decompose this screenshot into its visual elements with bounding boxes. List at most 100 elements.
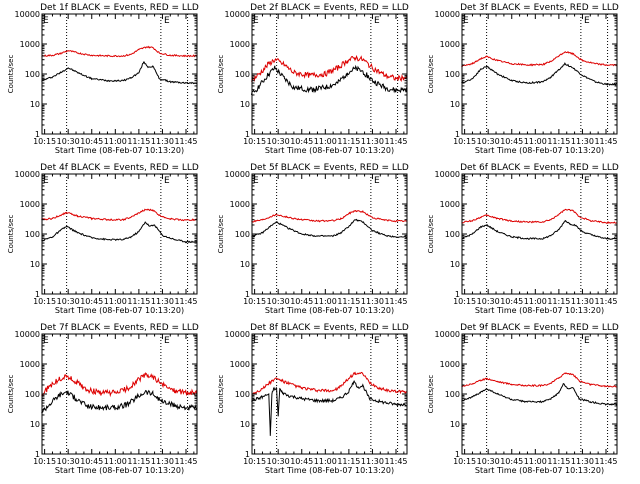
y-axis-label: Counts/sec (217, 375, 225, 414)
y-tick-label: 1000 (230, 200, 250, 209)
x-tick-label: 10:30 (57, 137, 80, 146)
x-tick-label: 10:15 (243, 137, 266, 146)
x-tick-label: 10:30 (57, 297, 80, 306)
x-axis-label: Start Time (08-Feb-07 10:13:20) (475, 306, 604, 315)
x-tick-label: 11:45 (594, 137, 617, 146)
x-tick-label: 11:15 (127, 137, 150, 146)
x-axis-label: Start Time (08-Feb-07 10:13:20) (265, 466, 394, 475)
detector-panel: Det 8f BLACK = Events, RED = LLD E E 1 10 100… (217, 323, 409, 475)
panel-title: Det 6f BLACK = Events, RED = LLD (460, 163, 619, 173)
y-tick-label: 1 (35, 290, 40, 299)
panel-title: Det 9f BLACK = Events, RED = LLD (460, 323, 619, 333)
x-tick-label: 11:30 (361, 137, 384, 146)
x-tick-label: 11:00 (314, 137, 337, 146)
x-tick-label: 11:00 (314, 297, 337, 306)
panel-title: Det 1f BLACK = Events, RED = LLD (40, 3, 199, 13)
y-axis-label: Counts/sec (217, 215, 225, 254)
x-tick-label: 10:15 (243, 297, 266, 306)
x-tick-label: 11:30 (151, 137, 174, 146)
y-tick-label: 1 (455, 290, 460, 299)
x-tick-label: 11:45 (384, 457, 407, 466)
marker-label: E (43, 176, 49, 186)
y-axis-label: Counts/sec (427, 215, 435, 254)
events-series-line (461, 382, 618, 406)
y-tick-label: 10000 (435, 330, 460, 339)
marker-label: E (253, 16, 259, 26)
y-tick-label: 100 (235, 230, 250, 239)
y-tick-label: 10 (450, 260, 460, 269)
x-tick-label: 10:45 (290, 297, 313, 306)
y-tick-label: 1000 (20, 200, 40, 209)
x-axis-label: Start Time (08-Feb-07 10:13:20) (55, 306, 184, 315)
y-tick-label: 1000 (230, 360, 250, 369)
events-series-line (41, 221, 197, 244)
y-tick-label: 100 (445, 390, 460, 399)
y-tick-label: 10 (450, 420, 460, 429)
plot-frame (461, 173, 618, 295)
x-tick-label: 10:45 (500, 297, 523, 306)
lld-series-line (251, 371, 408, 395)
y-axis-label: Counts/sec (427, 55, 435, 94)
detector-panel: Det 1f BLACK = Events, RED = LLD E E 1 10 100… (7, 3, 199, 155)
x-tick-label: 11:15 (127, 457, 150, 466)
panel-title: Det 4f BLACK = Events, RED = LLD (40, 163, 199, 173)
y-tick-label: 100 (235, 390, 250, 399)
x-tick-label: 11:45 (594, 457, 617, 466)
x-tick-label: 10:15 (33, 137, 56, 146)
y-tick-label: 10 (30, 100, 40, 109)
x-tick-label: 11:30 (151, 297, 174, 306)
x-tick-label: 11:30 (361, 297, 384, 306)
y-tick-label: 1000 (20, 40, 40, 49)
x-tick-label: 11:00 (314, 457, 337, 466)
y-axis-label: Counts/sec (217, 55, 225, 94)
x-axis-label: Start Time (08-Feb-07 10:13:20) (475, 146, 604, 155)
lld-series-line (461, 372, 617, 388)
lld-series-line (251, 54, 408, 84)
y-tick-label: 1 (245, 130, 250, 139)
x-tick-label: 11:30 (571, 297, 594, 306)
y-tick-label: 10 (240, 420, 250, 429)
y-tick-label: 10 (30, 260, 40, 269)
x-tick-label: 10:30 (267, 137, 290, 146)
y-tick-label: 1 (245, 450, 250, 459)
y-tick-label: 100 (25, 390, 40, 399)
lld-series-line (41, 208, 197, 222)
lld-series-line (461, 51, 618, 68)
y-tick-label: 100 (25, 230, 40, 239)
events-series-line (41, 389, 197, 414)
x-tick-label: 10:45 (80, 457, 103, 466)
x-tick-label: 10:15 (453, 457, 476, 466)
x-tick-label: 11:15 (547, 137, 570, 146)
x-axis-label: Start Time (08-Feb-07 10:13:20) (55, 466, 184, 475)
lld-series-line (251, 209, 407, 223)
panel-title: Det 5f BLACK = Events, RED = LLD (250, 163, 409, 173)
x-tick-label: 10:45 (290, 457, 313, 466)
y-tick-label: 10 (240, 260, 250, 269)
y-tick-label: 10000 (435, 170, 460, 179)
detector-panel: Det 6f BLACK = Events, RED = LLD E E 1 10 100… (427, 163, 619, 315)
x-tick-label: 11:00 (104, 457, 127, 466)
marker-label: E (584, 16, 590, 26)
marker-label: E (374, 16, 380, 26)
x-axis-label: Start Time (08-Feb-07 10:13:20) (265, 146, 394, 155)
marker-label: E (164, 336, 170, 346)
marker-label: E (164, 176, 170, 186)
x-tick-label: 10:15 (33, 297, 56, 306)
x-tick-label: 11:00 (524, 137, 547, 146)
marker-label: E (374, 336, 380, 346)
marker-label: E (584, 176, 590, 186)
detector-panel: Det 9f BLACK = Events, RED = LLD E E 1 10 100… (427, 323, 619, 475)
x-tick-label: 10:30 (57, 457, 80, 466)
y-tick-label: 1000 (440, 40, 460, 49)
detector-panel: Det 2f BLACK = Events, RED = LLD E E 1 10 100… (217, 3, 409, 155)
y-tick-label: 10000 (15, 330, 40, 339)
x-tick-label: 11:45 (384, 297, 407, 306)
lld-series-line (41, 372, 198, 398)
y-tick-label: 10000 (15, 10, 40, 19)
x-tick-label: 11:00 (104, 137, 127, 146)
y-tick-label: 100 (445, 230, 460, 239)
x-tick-label: 10:30 (477, 137, 500, 146)
marker-label: E (584, 336, 590, 346)
